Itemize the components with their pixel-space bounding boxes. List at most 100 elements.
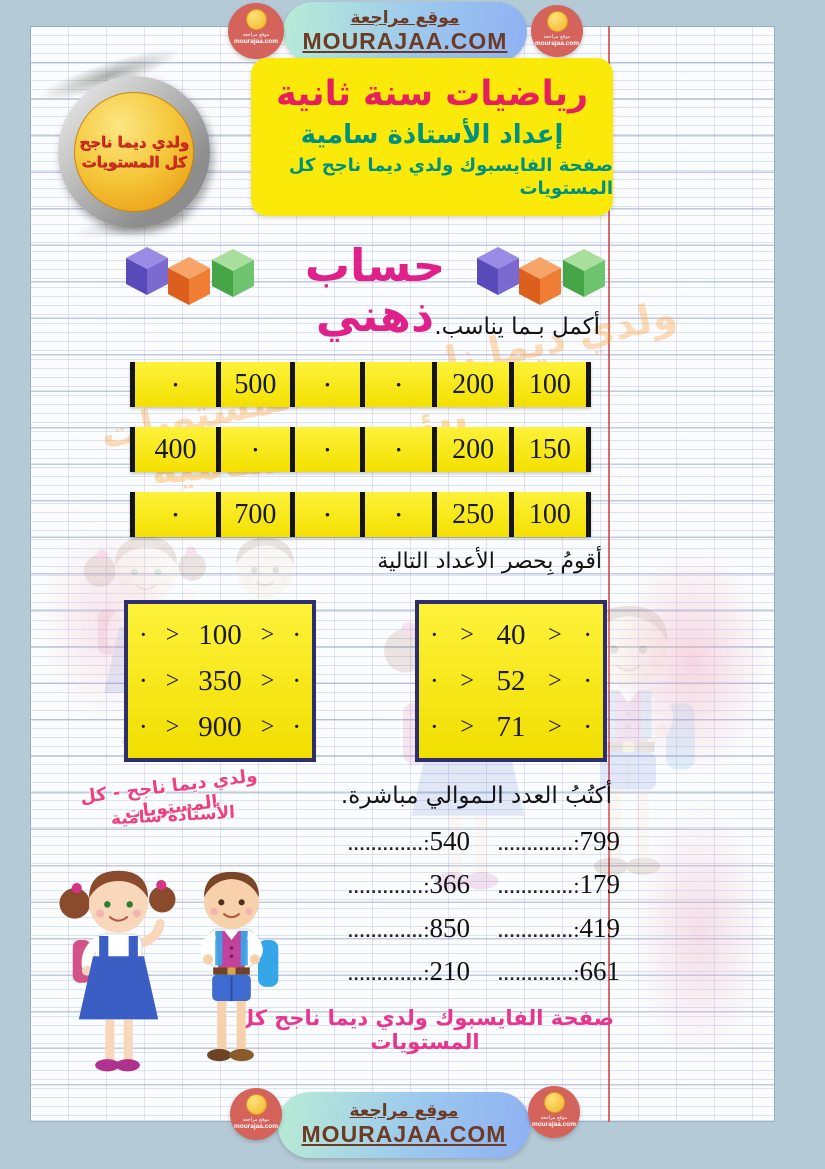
answer-blank[interactable]: ............. [497,967,574,984]
header-banner: موقع مراجعة MOURAJAA.COM [283,2,527,62]
book-icon [543,1092,565,1113]
answer-blank[interactable]: ............. [347,838,424,854]
cubes-icon [477,247,605,305]
answer-blank[interactable]: ............. [347,924,424,941]
framing-row: · > 350 > · [140,665,300,698]
framing-row: · > 40 > · [431,619,591,652]
greater-than-sign: > [260,667,275,694]
cubes-icon [126,247,254,305]
answer-blank[interactable]: · [584,623,591,646]
answer-blank[interactable]: ............. [497,881,574,898]
logo-url-label: mourajaa.com [534,40,580,47]
facebook-line: صفحة الفايسبوك ولدي ديما ناجح كل المستوي… [235,1006,615,1054]
answer-blank-cell[interactable]: · [360,427,433,472]
answer-blank-cell[interactable]: · [289,492,361,537]
answer-blank-cell[interactable]: · [289,362,361,407]
worksheet-title: رياضيات سنة ثانية [275,74,589,115]
site-logo-badge: موقع مراجعة mourajaa.com [230,1088,282,1140]
colon: : [573,830,580,855]
greater-than-sign: > [165,667,180,694]
greater-than-sign: > [460,621,474,648]
section-title: حساب ذهني [304,239,446,342]
answer-blank[interactable]: · [293,669,300,692]
worksheet-author: إعداد الأستاذة سامية [300,119,564,150]
number: 179 [579,869,621,900]
fill-table-row: 400 · · · 200 150 [130,427,591,472]
answer-blank[interactable]: · [431,669,438,692]
colon: : [573,873,580,899]
answer-blank[interactable]: · [431,623,438,646]
site-url-link[interactable]: MOURAJAA.COM [302,28,508,55]
number: 661 [579,955,621,986]
answer-blank-cell[interactable]: · [289,427,361,472]
framing-box-hundreds: · > 100 > · · > 350 > · · > 900 > · [124,600,316,762]
answer-blank[interactable]: · [584,715,591,738]
number: 100 [198,618,242,651]
next-number-item: ............. : 210 [328,956,470,994]
answer-blank[interactable]: · [140,669,147,692]
answer-blank-cell[interactable]: · [216,427,290,472]
greater-than-sign: > [460,713,474,740]
book-icon [245,1094,267,1115]
framing-row: · > 71 > · [431,711,591,744]
logo-url-label: mourajaa.com [531,1121,577,1128]
next-number-item: ............. : 661 [478,956,620,994]
number-cell: 400 [130,427,217,472]
number: 540 [429,826,471,856]
number-cell: 100 [508,362,586,407]
number: 900 [198,710,242,743]
number: 419 [579,912,621,943]
number: 52 [496,664,526,697]
framing-row: · > 100 > · [140,619,300,652]
badge-text-line2: كل المستويات [81,153,187,171]
answer-blank[interactable]: · [140,715,147,738]
answer-blank[interactable]: · [584,669,591,692]
number-cell: 500 [216,362,290,407]
answer-blank-cell[interactable]: · [360,362,433,407]
green-cube-icon [212,249,254,297]
purple-cube-icon [126,247,168,295]
exercise1-instruction: أكمل بـما يناسب. [434,314,600,340]
answer-blank[interactable]: ............. [347,881,424,898]
answer-blank[interactable]: · [431,715,438,738]
logo-label: موقع مراجعة [242,32,270,38]
number-cell: 250 [432,492,509,537]
number-cell: 200 [432,427,509,472]
answer-blank[interactable]: · [293,715,300,738]
answer-blank[interactable]: ............. [347,967,424,984]
badge-face: ولدي ديما ناجح كل المستويات [74,92,194,212]
badge-text-line1: ولدي ديما ناجح [79,133,189,151]
greater-than-sign: > [165,713,180,740]
title-box: رياضيات سنة ثانية إعداد الأستاذة سامية ص… [251,58,613,216]
next-number-item: ............. : 366 [328,869,470,907]
answer-blank-cell[interactable]: · [360,492,433,537]
purple-cube-icon [477,247,519,295]
site-url-link[interactable]: MOURAJAA.COM [301,1121,507,1148]
greater-than-sign: > [260,621,275,648]
orange-cube-icon [168,257,210,305]
number: 210 [429,955,471,986]
framing-box-tens: · > 40 > · · > 52 > · · > 71 > · [415,600,607,762]
answer-blank-cell[interactable]: · [130,492,217,537]
answer-blank[interactable]: ............. [497,838,574,854]
site-name-link[interactable]: موقع مراجعة [350,8,460,28]
logo-label: موقع مراجعة [543,34,571,40]
answer-blank-cell[interactable]: · [130,362,217,407]
answer-blank[interactable]: ............. [497,924,574,941]
site-name-link[interactable]: موقع مراجعة [349,1101,459,1121]
number: 366 [429,869,471,900]
colon: : [573,959,580,985]
exercise2-instruction: أقومُ بِحصر الأعداد التالية [377,549,602,574]
facebook-tagline: صفحة الفايسبوك ولدي ديما ناجح كل المستوي… [288,155,613,200]
colon: : [423,873,430,899]
colon: : [423,916,430,942]
answer-blank[interactable]: · [140,623,147,646]
next-number-item: ............. : 419 [478,913,620,951]
fill-table-row: · 500 · · 200 100 [130,362,591,407]
children-illustration [59,870,279,1072]
greater-than-sign: > [548,621,562,648]
site-logo-badge: موقع مراجعة mourajaa.com [228,3,284,59]
number: 350 [198,664,242,697]
answer-blank[interactable]: · [293,623,300,646]
next-number-item: ............. : 179 [478,869,620,907]
